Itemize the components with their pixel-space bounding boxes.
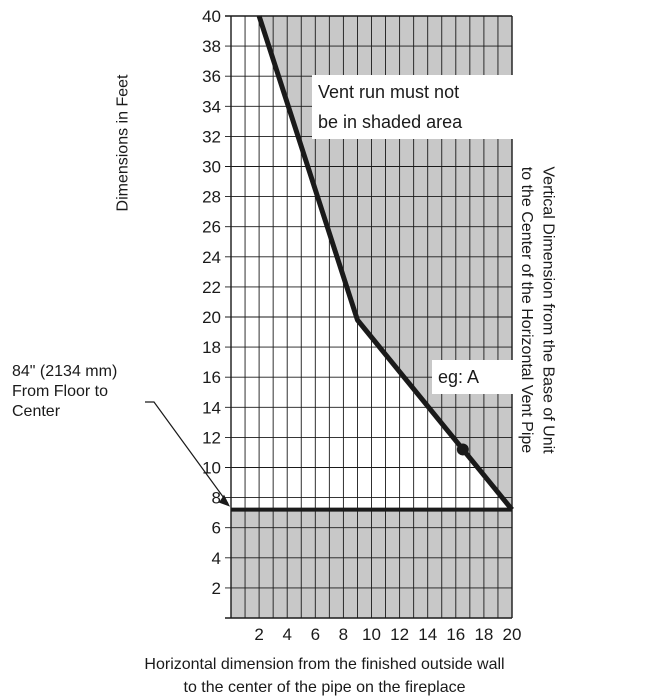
y-tick-label: 38 [202,37,221,56]
y-tick-label: 4 [212,549,221,568]
y-axis-label-right-line2: to the Center of the Horizontal Vent Pip… [518,166,536,454]
x-tick-label: 10 [362,625,381,644]
y-axis-label-right-line1: Vertical Dimension from the Base of Unit [539,166,557,454]
example-point [456,443,469,456]
y-tick-label: 8 [212,489,221,508]
y-tick-label: 2 [212,579,221,598]
floor-note-arrowhead [219,494,230,507]
y-tick-label: 14 [202,398,221,417]
example-point-label: eg: A [432,360,516,394]
y-tick-label: 26 [202,218,221,237]
x-axis-label-line2: to the center of the pipe on the firepla… [183,679,466,696]
x-tick-label: 4 [282,625,291,644]
y-tick-label: 32 [202,127,221,146]
y-axis-label-left: Dimensions in Feet [114,74,132,212]
y-tick-label: 28 [202,188,221,207]
y-tick-label: 10 [202,459,221,478]
floor-note: 84" (2134 mm) From Floor to Center [12,363,118,420]
y-tick-label: 40 [202,7,221,26]
x-tick-label: 16 [446,625,465,644]
x-axis-label-line1: Horizontal dimension from the finished o… [144,656,505,673]
y-tick-label: 16 [202,368,221,387]
vent-lines [145,15,514,512]
x-tick-label: 14 [418,625,437,644]
y-tick-label: 34 [202,97,221,116]
y-tick-label: 18 [202,338,221,357]
y-tick-label: 30 [202,158,221,177]
x-tick-label: 2 [254,625,263,644]
y-tick-label: 20 [202,308,221,327]
shaded-area-note: Vent run must not be in shaded area [312,75,522,139]
y-tick-label: 12 [202,428,221,447]
x-tick-label: 8 [339,625,348,644]
x-tick-label: 18 [474,625,493,644]
x-tick-label: 20 [503,625,522,644]
x-tick-label: 12 [390,625,409,644]
y-tick-label: 24 [202,248,221,267]
x-tick-label: 6 [311,625,320,644]
floor-note-leader [145,401,229,504]
y-tick-label: 36 [202,67,221,86]
y-tick-label: 22 [202,278,221,297]
y-tick-label: 6 [212,519,221,538]
